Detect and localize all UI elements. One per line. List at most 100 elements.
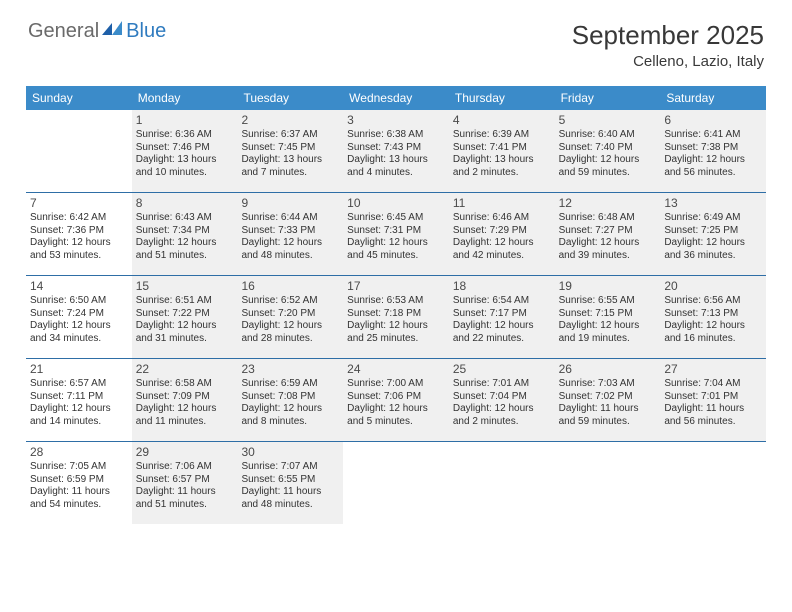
day-header-cell: Friday: [555, 86, 661, 110]
day-daylight: Daylight: 12 hours and 53 minutes.: [30, 237, 128, 262]
calendar: SundayMondayTuesdayWednesdayThursdayFrid…: [26, 86, 766, 524]
day-sunrise: Sunrise: 6:53 AM: [347, 295, 445, 308]
day-sunset: Sunset: 7:29 PM: [453, 225, 551, 238]
day-number: 19: [559, 279, 657, 293]
day-sunrise: Sunrise: 6:56 AM: [664, 295, 762, 308]
day-daylight: Daylight: 12 hours and 59 minutes.: [559, 154, 657, 179]
day-cell: 12Sunrise: 6:48 AMSunset: 7:27 PMDayligh…: [555, 193, 661, 275]
day-number: 30: [241, 445, 339, 459]
day-cell: 10Sunrise: 6:45 AMSunset: 7:31 PMDayligh…: [343, 193, 449, 275]
day-sunrise: Sunrise: 6:36 AM: [136, 129, 234, 142]
day-daylight: Daylight: 12 hours and 11 minutes.: [136, 403, 234, 428]
day-cell: [449, 442, 555, 524]
day-number: 15: [136, 279, 234, 293]
day-sunset: Sunset: 7:09 PM: [136, 391, 234, 404]
day-header-cell: Sunday: [26, 86, 132, 110]
day-daylight: Daylight: 12 hours and 39 minutes.: [559, 237, 657, 262]
day-cell: 2 Sunrise: 6:37 AMSunset: 7:45 PMDaylight…: [237, 110, 343, 192]
day-number: 22: [136, 362, 234, 376]
day-cell: 20Sunrise: 6:56 AMSunset: 7:13 PMDayligh…: [660, 276, 766, 358]
day-sunset: Sunset: 7:27 PM: [559, 225, 657, 238]
day-daylight: Daylight: 12 hours and 8 minutes.: [241, 403, 339, 428]
day-sunset: Sunset: 7:01 PM: [664, 391, 762, 404]
day-cell: 3Sunrise: 6:38 AMSunset: 7:43 PMDaylight…: [343, 110, 449, 192]
day-cell: 5Sunrise: 6:40 AMSunset: 7:40 PMDaylight…: [555, 110, 661, 192]
day-daylight: Daylight: 12 hours and 36 minutes.: [664, 237, 762, 262]
day-sunrise: Sunrise: 6:57 AM: [30, 378, 128, 391]
day-cell: [343, 442, 449, 524]
day-sunrise: Sunrise: 6:59 AM: [241, 378, 339, 391]
day-number: 3: [347, 113, 445, 127]
day-sunset: Sunset: 7:38 PM: [664, 142, 762, 155]
day-daylight: Daylight: 12 hours and 31 minutes.: [136, 320, 234, 345]
day-cell: 30Sunrise: 7:07 AMSunset: 6:55 PMDayligh…: [237, 442, 343, 524]
day-number: 12: [559, 196, 657, 210]
day-number: 28: [30, 445, 128, 459]
weeks-container: 1Sunrise: 6:36 AMSunset: 7:46 PMDaylight…: [26, 110, 766, 524]
day-sunset: Sunset: 7:45 PM: [241, 142, 339, 155]
day-sunset: Sunset: 7:36 PM: [30, 225, 128, 238]
day-number: 18: [453, 279, 551, 293]
day-sunrise: Sunrise: 6:41 AM: [664, 129, 762, 142]
day-number: 20: [664, 279, 762, 293]
day-number: 10: [347, 196, 445, 210]
day-header-cell: Thursday: [449, 86, 555, 110]
day-sunrise: Sunrise: 6:39 AM: [453, 129, 551, 142]
day-sunrise: Sunrise: 6:49 AM: [664, 212, 762, 225]
day-sunrise: Sunrise: 6:43 AM: [136, 212, 234, 225]
day-sunrise: Sunrise: 7:07 AM: [241, 461, 339, 474]
day-daylight: Daylight: 11 hours and 59 minutes.: [559, 403, 657, 428]
day-sunset: Sunset: 7:20 PM: [241, 308, 339, 321]
day-sunrise: Sunrise: 7:01 AM: [453, 378, 551, 391]
day-cell: 26Sunrise: 7:03 AMSunset: 7:02 PMDayligh…: [555, 359, 661, 441]
day-number: 14: [30, 279, 128, 293]
day-cell: 7Sunrise: 6:42 AMSunset: 7:36 PMDaylight…: [26, 193, 132, 275]
day-number: 4: [453, 113, 551, 127]
day-sunrise: Sunrise: 7:00 AM: [347, 378, 445, 391]
day-sunset: Sunset: 7:02 PM: [559, 391, 657, 404]
day-daylight: Daylight: 12 hours and 28 minutes.: [241, 320, 339, 345]
day-number: 21: [30, 362, 128, 376]
day-cell: 13Sunrise: 6:49 AMSunset: 7:25 PMDayligh…: [660, 193, 766, 275]
logo-text-1: General: [28, 20, 99, 43]
day-header-cell: Saturday: [660, 86, 766, 110]
day-number: 29: [136, 445, 234, 459]
day-daylight: Daylight: 12 hours and 16 minutes.: [664, 320, 762, 345]
day-sunrise: Sunrise: 7:05 AM: [30, 461, 128, 474]
day-cell: [26, 110, 132, 192]
day-daylight: Daylight: 12 hours and 25 minutes.: [347, 320, 445, 345]
day-header-cell: Tuesday: [237, 86, 343, 110]
logo: General Blue: [28, 20, 166, 43]
day-cell: 1Sunrise: 6:36 AMSunset: 7:46 PMDaylight…: [132, 110, 238, 192]
day-sunrise: Sunrise: 6:45 AM: [347, 212, 445, 225]
day-daylight: Daylight: 12 hours and 14 minutes.: [30, 403, 128, 428]
day-daylight: Daylight: 12 hours and 56 minutes.: [664, 154, 762, 179]
day-number: 23: [241, 362, 339, 376]
day-sunrise: Sunrise: 6:58 AM: [136, 378, 234, 391]
day-sunset: Sunset: 7:25 PM: [664, 225, 762, 238]
day-number: 25: [453, 362, 551, 376]
day-cell: 24Sunrise: 7:00 AMSunset: 7:06 PMDayligh…: [343, 359, 449, 441]
day-cell: 23Sunrise: 6:59 AMSunset: 7:08 PMDayligh…: [237, 359, 343, 441]
day-sunset: Sunset: 7:43 PM: [347, 142, 445, 155]
day-daylight: Daylight: 11 hours and 51 minutes.: [136, 486, 234, 511]
day-sunset: Sunset: 7:11 PM: [30, 391, 128, 404]
day-number: 7: [30, 196, 128, 210]
day-number: 2: [241, 113, 339, 127]
day-sunset: Sunset: 6:57 PM: [136, 474, 234, 487]
day-cell: 14Sunrise: 6:50 AMSunset: 7:24 PMDayligh…: [26, 276, 132, 358]
day-daylight: Daylight: 12 hours and 45 minutes.: [347, 237, 445, 262]
day-sunset: Sunset: 7:41 PM: [453, 142, 551, 155]
day-sunset: Sunset: 6:59 PM: [30, 474, 128, 487]
day-sunrise: Sunrise: 6:55 AM: [559, 295, 657, 308]
day-sunrise: Sunrise: 6:38 AM: [347, 129, 445, 142]
day-cell: 28 Sunrise: 7:05 AMSunset: 6:59 PMDayligh…: [26, 442, 132, 524]
day-number: 8: [136, 196, 234, 210]
location-label: Celleno, Lazio, Italy: [572, 53, 764, 70]
day-sunrise: Sunrise: 6:37 AM: [241, 129, 339, 142]
day-daylight: Daylight: 11 hours and 54 minutes.: [30, 486, 128, 511]
day-daylight: Daylight: 13 hours and 7 minutes.: [241, 154, 339, 179]
day-daylight: Daylight: 12 hours and 19 minutes.: [559, 320, 657, 345]
day-sunset: Sunset: 7:15 PM: [559, 308, 657, 321]
week-row: 28Sunrise: 7:05 AMSunset: 6:59 PMDayligh…: [26, 442, 766, 524]
